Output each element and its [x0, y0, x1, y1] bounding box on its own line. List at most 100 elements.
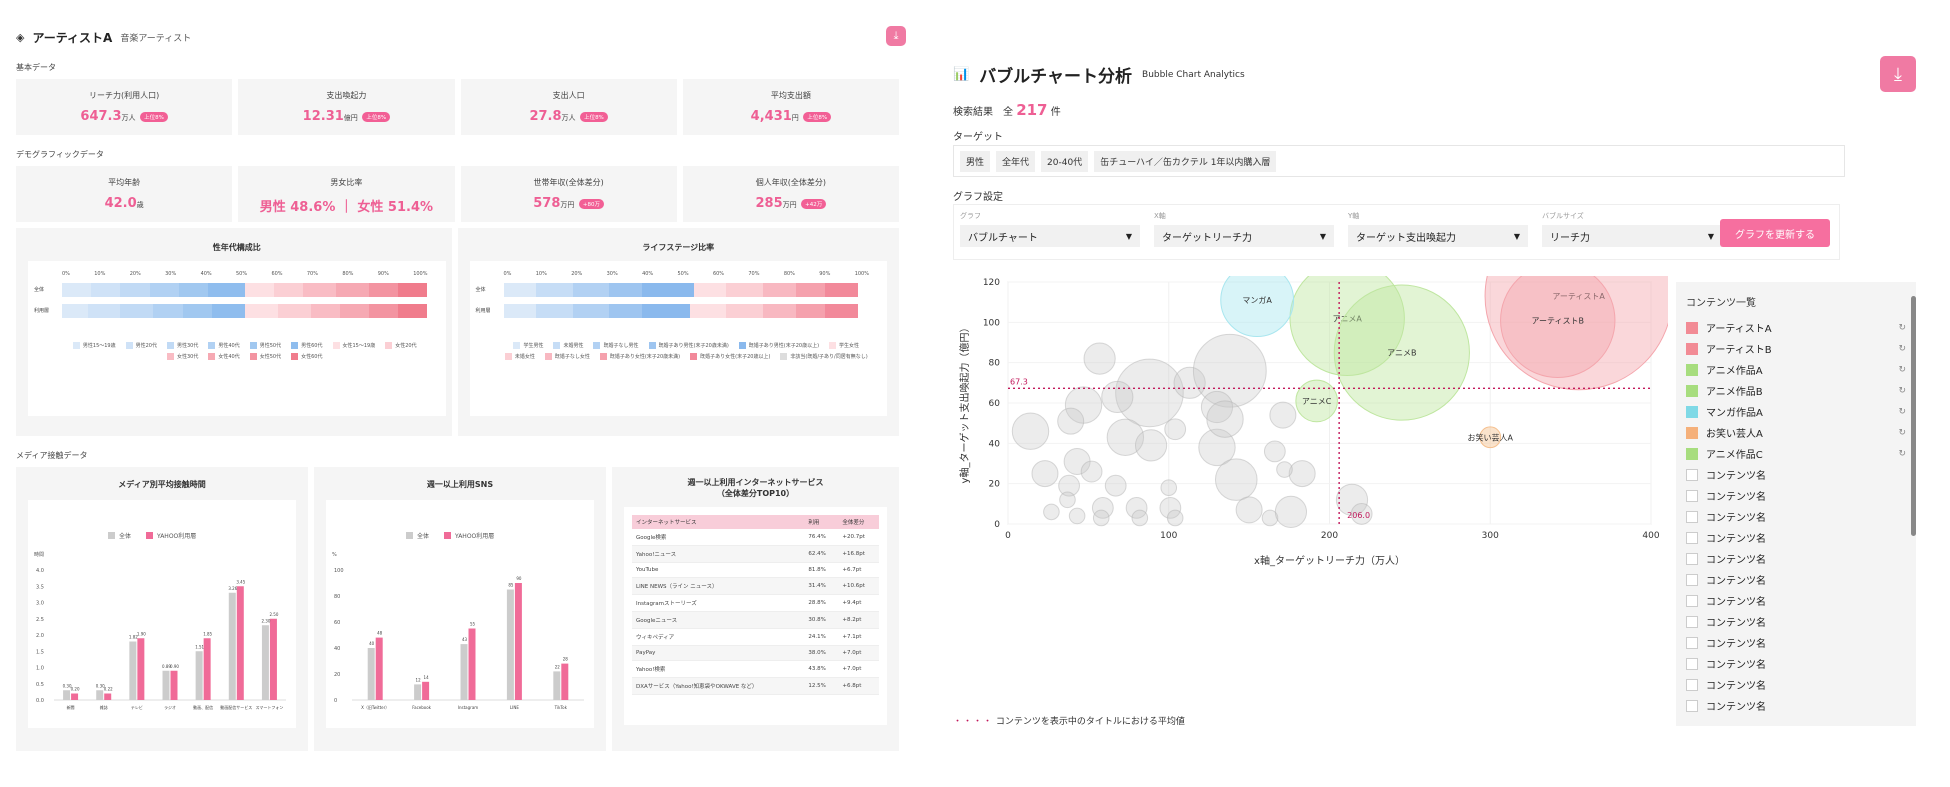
refresh-icon[interactable]: ↻ — [1898, 364, 1906, 375]
content-color-checkbox[interactable] — [1686, 489, 1698, 502]
refresh-icon[interactable]: ↻ — [1898, 385, 1906, 396]
content-color-checkbox[interactable] — [1686, 699, 1698, 712]
content-color-checkbox[interactable] — [1686, 447, 1698, 460]
content-list-item[interactable]: アニメ作品A ↻ — [1686, 359, 1906, 380]
bubble-other[interactable] — [1350, 503, 1373, 525]
bubble-named[interactable] — [1289, 276, 1405, 376]
target-chip[interactable]: 缶チューハイ／缶カクテル 1年以内購入層 — [1094, 150, 1277, 172]
bubble-other[interactable] — [1058, 474, 1080, 497]
content-color-checkbox[interactable] — [1686, 321, 1698, 334]
bubble-other[interactable] — [1091, 496, 1114, 519]
content-list-item[interactable]: コンテンツ名 — [1686, 569, 1906, 590]
bubble-other[interactable] — [1092, 509, 1110, 527]
content-color-checkbox[interactable] — [1686, 552, 1698, 565]
bubble-other[interactable] — [1125, 496, 1148, 519]
bubble-other[interactable] — [1214, 458, 1258, 501]
bubble-named[interactable] — [1484, 276, 1668, 391]
setting-select[interactable]: バブルチャート ▼ — [960, 225, 1140, 247]
bubble-other[interactable] — [1261, 509, 1279, 527]
content-list-item[interactable]: コンテンツ名 — [1686, 527, 1906, 548]
bubble-other[interactable] — [1101, 380, 1134, 414]
content-list-item[interactable]: コンテンツ名 — [1686, 485, 1906, 506]
target-chip[interactable]: 全年代 — [996, 150, 1036, 172]
content-list-item[interactable]: コンテンツ名 — [1686, 506, 1906, 527]
bubble-other[interactable] — [1198, 428, 1236, 467]
content-list-item[interactable]: コンテンツ名 — [1686, 548, 1906, 569]
bubble-named[interactable] — [1500, 276, 1616, 378]
target-chip[interactable]: 男性 — [960, 150, 991, 172]
bubble-other[interactable] — [1080, 460, 1103, 483]
download-button[interactable]: ⤓ — [886, 26, 906, 46]
content-color-checkbox[interactable] — [1686, 468, 1698, 481]
content-color-checkbox[interactable] — [1686, 531, 1698, 544]
content-color-checkbox[interactable] — [1686, 594, 1698, 607]
content-list-item[interactable]: アーティストA ↻ — [1686, 317, 1906, 338]
bubble-other[interactable] — [1068, 507, 1086, 525]
content-list-item[interactable]: コンテンツ名 — [1686, 611, 1906, 632]
content-list-item[interactable]: コンテンツ名 — [1686, 632, 1906, 653]
content-list-item[interactable]: コンテンツ名 — [1686, 674, 1906, 695]
refresh-icon[interactable]: ↻ — [1898, 343, 1906, 354]
content-list-item[interactable]: コンテンツ名 — [1686, 695, 1906, 716]
bubble-other[interactable] — [1164, 418, 1187, 441]
setting-select[interactable]: リーチ力 ▼ — [1542, 225, 1722, 247]
content-list-item[interactable]: マンガ作品A ↻ — [1686, 401, 1906, 422]
content-list-item[interactable]: アニメ作品B ↻ — [1686, 380, 1906, 401]
bubble-other[interactable] — [1288, 460, 1316, 488]
bubble-other[interactable] — [1031, 460, 1059, 488]
content-list-item[interactable]: コンテンツ名 — [1686, 590, 1906, 611]
bubble-other[interactable] — [1043, 503, 1060, 521]
content-color-checkbox[interactable] — [1686, 384, 1698, 397]
content-color-checkbox[interactable] — [1686, 405, 1698, 418]
content-color-checkbox[interactable] — [1686, 636, 1698, 649]
bubble-other[interactable] — [1106, 418, 1145, 456]
content-color-checkbox[interactable] — [1686, 615, 1698, 628]
setting-select[interactable]: ターゲット支出喚起力 ▼ — [1348, 225, 1528, 247]
content-list-item[interactable]: アーティストB ↻ — [1686, 338, 1906, 359]
bubble-other[interactable] — [1192, 333, 1267, 408]
refresh-icon[interactable]: ↻ — [1898, 448, 1906, 459]
bubble-other[interactable] — [1166, 509, 1184, 527]
bubble-other[interactable] — [1276, 461, 1293, 478]
update-graph-button[interactable]: グラフを更新する — [1720, 219, 1830, 247]
target-chip[interactable]: 20-40代 — [1041, 150, 1089, 172]
bubble-other[interactable] — [1159, 496, 1182, 519]
content-list-item[interactable]: アニメ作品C ↻ — [1686, 443, 1906, 464]
target-conditions[interactable]: 男性 全年代 20-40代 缶チューハイ／缶カクテル 1年以内購入層 — [953, 145, 1845, 177]
content-list-scrollbar[interactable] — [1911, 296, 1916, 536]
bubble-other[interactable] — [1173, 366, 1206, 399]
setting-select[interactable]: ターゲットリーチ力 ▼ — [1154, 225, 1334, 247]
bubble-other[interactable] — [1011, 412, 1050, 450]
bubble-other[interactable] — [1134, 429, 1168, 462]
bubble-other[interactable] — [1083, 342, 1116, 375]
content-list-item[interactable]: コンテンツ名 — [1686, 464, 1906, 485]
bubble-other[interactable] — [1235, 496, 1263, 524]
bubble-named[interactable] — [1295, 379, 1338, 423]
bubble-other[interactable] — [1160, 479, 1178, 496]
content-color-checkbox[interactable] — [1686, 510, 1698, 523]
content-color-checkbox[interactable] — [1686, 426, 1698, 439]
content-list-item[interactable]: コンテンツ名 — [1686, 653, 1906, 674]
bubble-other[interactable] — [1269, 401, 1297, 429]
bubble-other[interactable] — [1115, 358, 1184, 428]
bubble-other[interactable] — [1059, 491, 1076, 509]
content-color-checkbox[interactable] — [1686, 363, 1698, 376]
content-list-item[interactable]: お笑い芸人A ↻ — [1686, 422, 1906, 443]
content-color-checkbox[interactable] — [1686, 657, 1698, 670]
bubble-other[interactable] — [1335, 483, 1369, 516]
bubble-other[interactable] — [1263, 440, 1286, 463]
refresh-icon[interactable]: ↻ — [1898, 406, 1906, 417]
content-color-checkbox[interactable] — [1686, 573, 1698, 586]
bubble-other[interactable] — [1057, 407, 1085, 435]
bubble-named[interactable] — [1479, 426, 1502, 449]
bubble-download-button[interactable]: ⤓ — [1880, 56, 1916, 92]
bubble-other[interactable] — [1274, 495, 1308, 528]
refresh-icon[interactable]: ↻ — [1898, 427, 1906, 438]
content-color-checkbox[interactable] — [1686, 342, 1698, 355]
bubble-other[interactable] — [1200, 390, 1234, 424]
bubble-other[interactable] — [1131, 509, 1149, 527]
bubble-named[interactable] — [1333, 284, 1470, 421]
bubble-other[interactable] — [1206, 400, 1244, 438]
bubble-named[interactable] — [1220, 276, 1295, 338]
refresh-icon[interactable]: ↻ — [1898, 322, 1906, 333]
